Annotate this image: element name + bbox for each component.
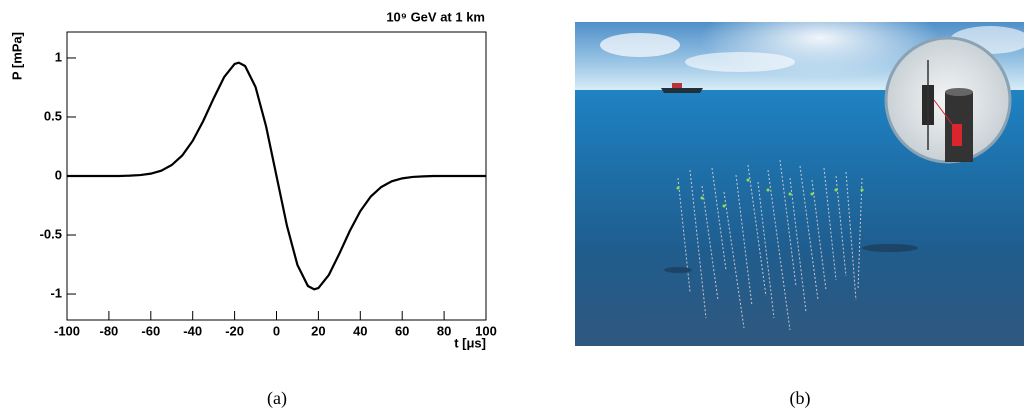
x-tick-label: -60: [141, 323, 160, 338]
caption: (b): [790, 388, 811, 409]
y-tick-label: -0.5: [40, 226, 62, 241]
pipe-top: [945, 88, 973, 96]
y-tick-label: 0.5: [44, 108, 62, 123]
x-axis-label: t [μs]: [454, 335, 486, 350]
y-axis-label: P [mPa]: [9, 32, 24, 80]
y-tick-label: 0: [55, 167, 62, 182]
detector-strings: [677, 159, 863, 331]
x-tick-label: 60: [395, 323, 409, 338]
plot-a: 10⁹ GeV at 1 km t [μs] P [mPa] -100 -80 -6…: [9, 9, 496, 350]
x-tick-label: -20: [225, 323, 244, 338]
x-tick-label: 0: [273, 323, 280, 338]
y-tick-label: -1: [50, 285, 62, 300]
fish-school: [862, 244, 918, 252]
cloud: [685, 52, 795, 72]
line: [67, 61, 486, 291]
x-tick-label: 80: [437, 323, 451, 338]
x-tick-label: 40: [353, 323, 367, 338]
connector: [933, 99, 953, 125]
sensor-red: [952, 124, 962, 146]
x-tick-label: -100: [54, 323, 80, 338]
x-tick-label: 100: [475, 323, 497, 338]
x-tick-label: -40: [183, 323, 202, 338]
ship: [661, 88, 703, 93]
fish-school: [664, 267, 692, 273]
photo-b: [575, 0, 1026, 346]
y-tick-label: 1: [55, 49, 62, 64]
cloud: [600, 33, 680, 57]
chart-title: 10⁹ GeV at 1 km: [386, 9, 485, 24]
ship-cabin: [672, 83, 682, 88]
detector-buoys: [676, 178, 864, 208]
x-tick-label: 20: [311, 323, 325, 338]
caption: (a): [267, 388, 287, 409]
x-tick-label: -80: [100, 323, 119, 338]
